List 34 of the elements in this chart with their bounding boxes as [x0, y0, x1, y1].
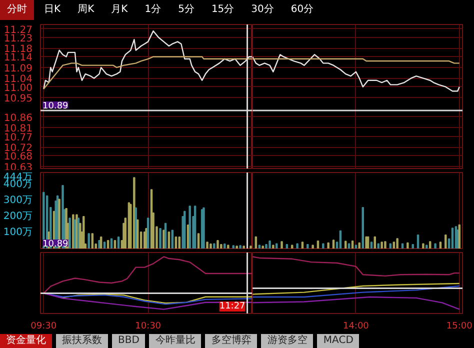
y-tick-label: 11.00 [4, 82, 33, 94]
text: 分时 [0, 0, 34, 20]
y-tick-label: 200万 [3, 211, 33, 222]
annotation: 10.89 [42, 240, 69, 250]
y-tick-label: 300万 [3, 195, 33, 206]
text: 今昨量比 [149, 334, 202, 348]
y-tick-label: 10.68 [4, 152, 33, 163]
y-tick-label: 100万 [3, 227, 33, 238]
text: 多空博弈 [205, 334, 258, 348]
x-tick-label: 15:00 [446, 322, 473, 332]
x-tick-label: 14:00 [342, 322, 370, 332]
y-tick-label: 10.95 [4, 94, 33, 105]
y-tick-label: 11.23 [4, 33, 33, 44]
text: 游资多空 [261, 334, 314, 348]
y-tick-label: 11.09 [4, 63, 33, 74]
y-tick-label: 400万 [3, 179, 33, 190]
y-tick-label: 10.86 [4, 112, 33, 124]
text: 月K [110, 3, 129, 17]
ref-line-label: 11:27 [219, 302, 246, 312]
text: MACD [317, 334, 360, 348]
text: BBD [112, 334, 146, 348]
text: 5分 [177, 3, 196, 17]
y-tick-label: 10.77 [4, 132, 33, 144]
text: 1分 [144, 3, 162, 17]
y-tick-label: 11.14 [4, 52, 33, 64]
x-tick-label: 10:30 [135, 322, 162, 332]
text: 振扶系数 [56, 334, 108, 348]
text: 日K [43, 3, 62, 17]
text: 资金量化 [0, 334, 52, 348]
x-tick-label: 09:30 [30, 322, 57, 332]
text: 15分 [210, 3, 236, 17]
text: 30分 [250, 3, 275, 17]
text: 周K [76, 3, 96, 17]
text: 60分 [290, 3, 315, 17]
